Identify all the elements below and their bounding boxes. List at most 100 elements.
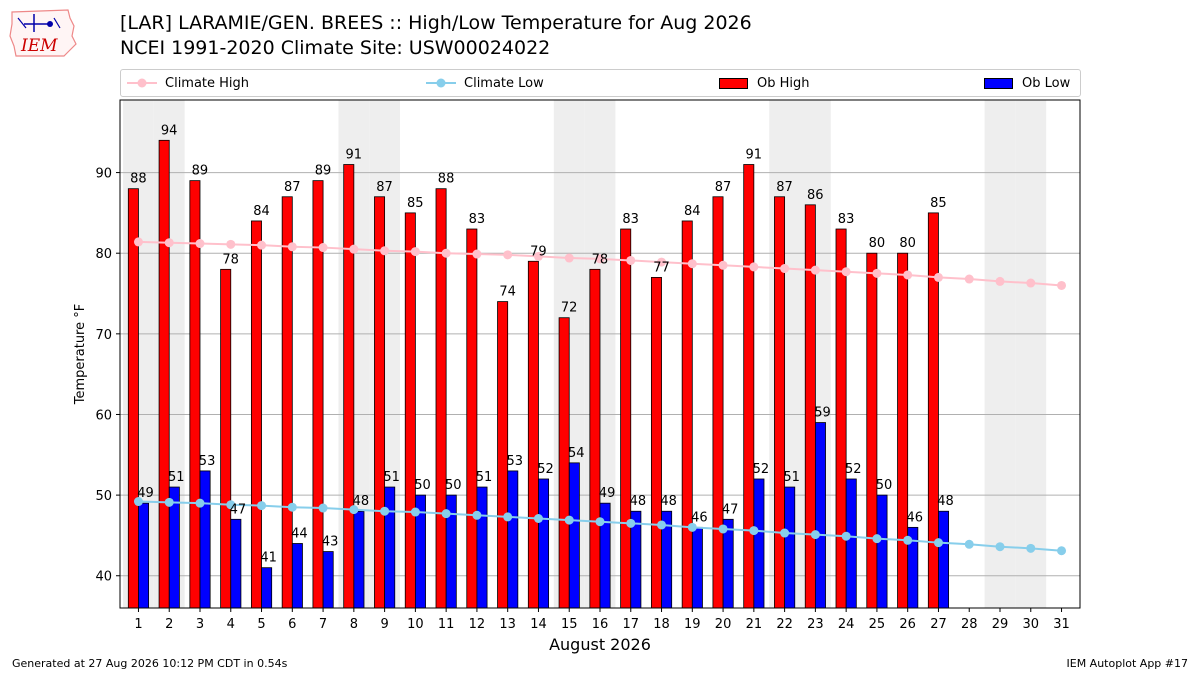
ob-high-label: 87 [715, 180, 732, 195]
weekend-shade [1015, 100, 1047, 608]
x-tick-label: 19 [684, 617, 701, 632]
x-tick-label: 7 [319, 617, 327, 632]
x-tick-label: 25 [869, 617, 886, 632]
ob-high-label: 87 [776, 180, 793, 195]
ob-low-label: 43 [322, 535, 339, 550]
ob-low-label: 41 [260, 551, 277, 566]
legend-swatch-icon [984, 78, 1013, 89]
ob-low-bar [353, 510, 365, 609]
ob-low-label: 50 [414, 478, 431, 493]
ob-high-label: 83 [838, 212, 855, 227]
x-tick-label: 16 [592, 617, 609, 632]
ob-high-bar [650, 276, 662, 609]
ob-high-bar [927, 212, 939, 609]
ob-low-label: 46 [906, 510, 923, 525]
climate-low-point [687, 522, 697, 532]
climate-high-point [718, 260, 728, 270]
ob-high-label: 78 [592, 252, 609, 267]
climate-high-point [626, 255, 636, 265]
ob-low-bar [199, 470, 211, 609]
climate-low-point [472, 510, 482, 520]
x-tick-label: 1 [134, 617, 142, 632]
y-tick-label: 70 [95, 328, 112, 343]
ob-high-bar [589, 268, 601, 609]
y-tick-label: 60 [95, 408, 112, 423]
ob-low-label: 49 [137, 486, 154, 501]
ob-low-label: 54 [568, 446, 585, 461]
ob-high-label: 91 [345, 148, 362, 163]
footer-app-label: IEM Autoplot App #17 [1066, 657, 1189, 670]
x-tick-label: 30 [1022, 617, 1039, 632]
ob-low-bar [138, 502, 150, 609]
ob-high-bar [558, 317, 570, 609]
climate-low-point [195, 498, 205, 508]
x-tick-label: 29 [992, 617, 1009, 632]
x-axis-label: August 2026 [549, 635, 651, 654]
ob-high-label: 85 [930, 196, 947, 211]
climate-low-point [410, 507, 420, 517]
climate-low-point [564, 515, 574, 525]
climate-high-point [226, 239, 236, 249]
x-tick-label: 18 [653, 617, 670, 632]
ob-low-label: 47 [722, 502, 739, 517]
climate-high-point [780, 264, 790, 274]
climate-high-point [503, 250, 513, 260]
climate-high-point [410, 247, 420, 257]
climate-high-point [564, 253, 574, 263]
ob-low-label: 52 [537, 462, 554, 477]
x-tick-label: 24 [838, 617, 855, 632]
climate-high-point [749, 262, 759, 272]
ob-low-bar [784, 486, 796, 609]
legend-item-ob-low: Ob Low [984, 70, 1070, 96]
climate-low-point [933, 538, 943, 548]
ob-high-bar [681, 220, 693, 609]
ob-high-bar [835, 228, 847, 609]
y-tick-label: 50 [95, 489, 112, 504]
climate-high-point [380, 246, 390, 256]
climate-high-point [318, 243, 328, 253]
ob-low-label: 46 [691, 510, 708, 525]
ob-high-bar [774, 196, 786, 609]
ob-low-label: 48 [630, 494, 647, 509]
x-tick-label: 11 [438, 617, 455, 632]
climate-low-point [441, 509, 451, 519]
climate-high-point [164, 238, 174, 248]
climate-high-point [257, 240, 267, 250]
climate-low-point [626, 518, 636, 528]
y-tick-label: 80 [95, 247, 112, 262]
ob-high-label: 80 [899, 236, 916, 251]
ob-low-label: 44 [291, 526, 308, 541]
climate-low-point [657, 520, 667, 530]
ob-high-label: 94 [161, 123, 178, 138]
climate-low-point [1057, 546, 1067, 556]
legend-label-climate-low: Climate Low [464, 75, 544, 91]
legend-label-ob-low: Ob Low [1022, 75, 1071, 91]
legend-line-marker-icon [426, 78, 456, 88]
climate-low-point [380, 506, 390, 516]
ob-high-label: 89 [192, 164, 209, 179]
y-axis-label: Temperature °F [73, 304, 88, 405]
climate-high-point [810, 265, 820, 275]
ob-low-label: 48 [353, 494, 370, 509]
ob-low-bar [261, 567, 273, 609]
climate-low-point [841, 531, 851, 541]
ob-high-bar [527, 260, 539, 609]
ob-low-bar [538, 478, 550, 609]
climate-low-point [226, 500, 236, 510]
climate-high-point [595, 254, 605, 264]
ob-high-bar [374, 196, 386, 609]
ob-low-label: 59 [814, 406, 831, 421]
x-tick-label: 15 [561, 617, 578, 632]
ob-low-label: 51 [476, 470, 493, 485]
ob-low-label: 48 [937, 494, 954, 509]
ob-high-label: 72 [561, 301, 578, 316]
ob-high-label: 83 [469, 212, 486, 227]
ob-low-bar [691, 526, 703, 609]
x-tick-label: 27 [930, 617, 947, 632]
ob-high-bar [343, 164, 355, 609]
ob-high-label: 77 [653, 260, 670, 275]
climate-low-point [1026, 543, 1036, 553]
legend-item-climate-low: Climate Low [426, 70, 544, 96]
ob-high-label: 87 [376, 180, 393, 195]
climate-high-point [872, 268, 882, 278]
